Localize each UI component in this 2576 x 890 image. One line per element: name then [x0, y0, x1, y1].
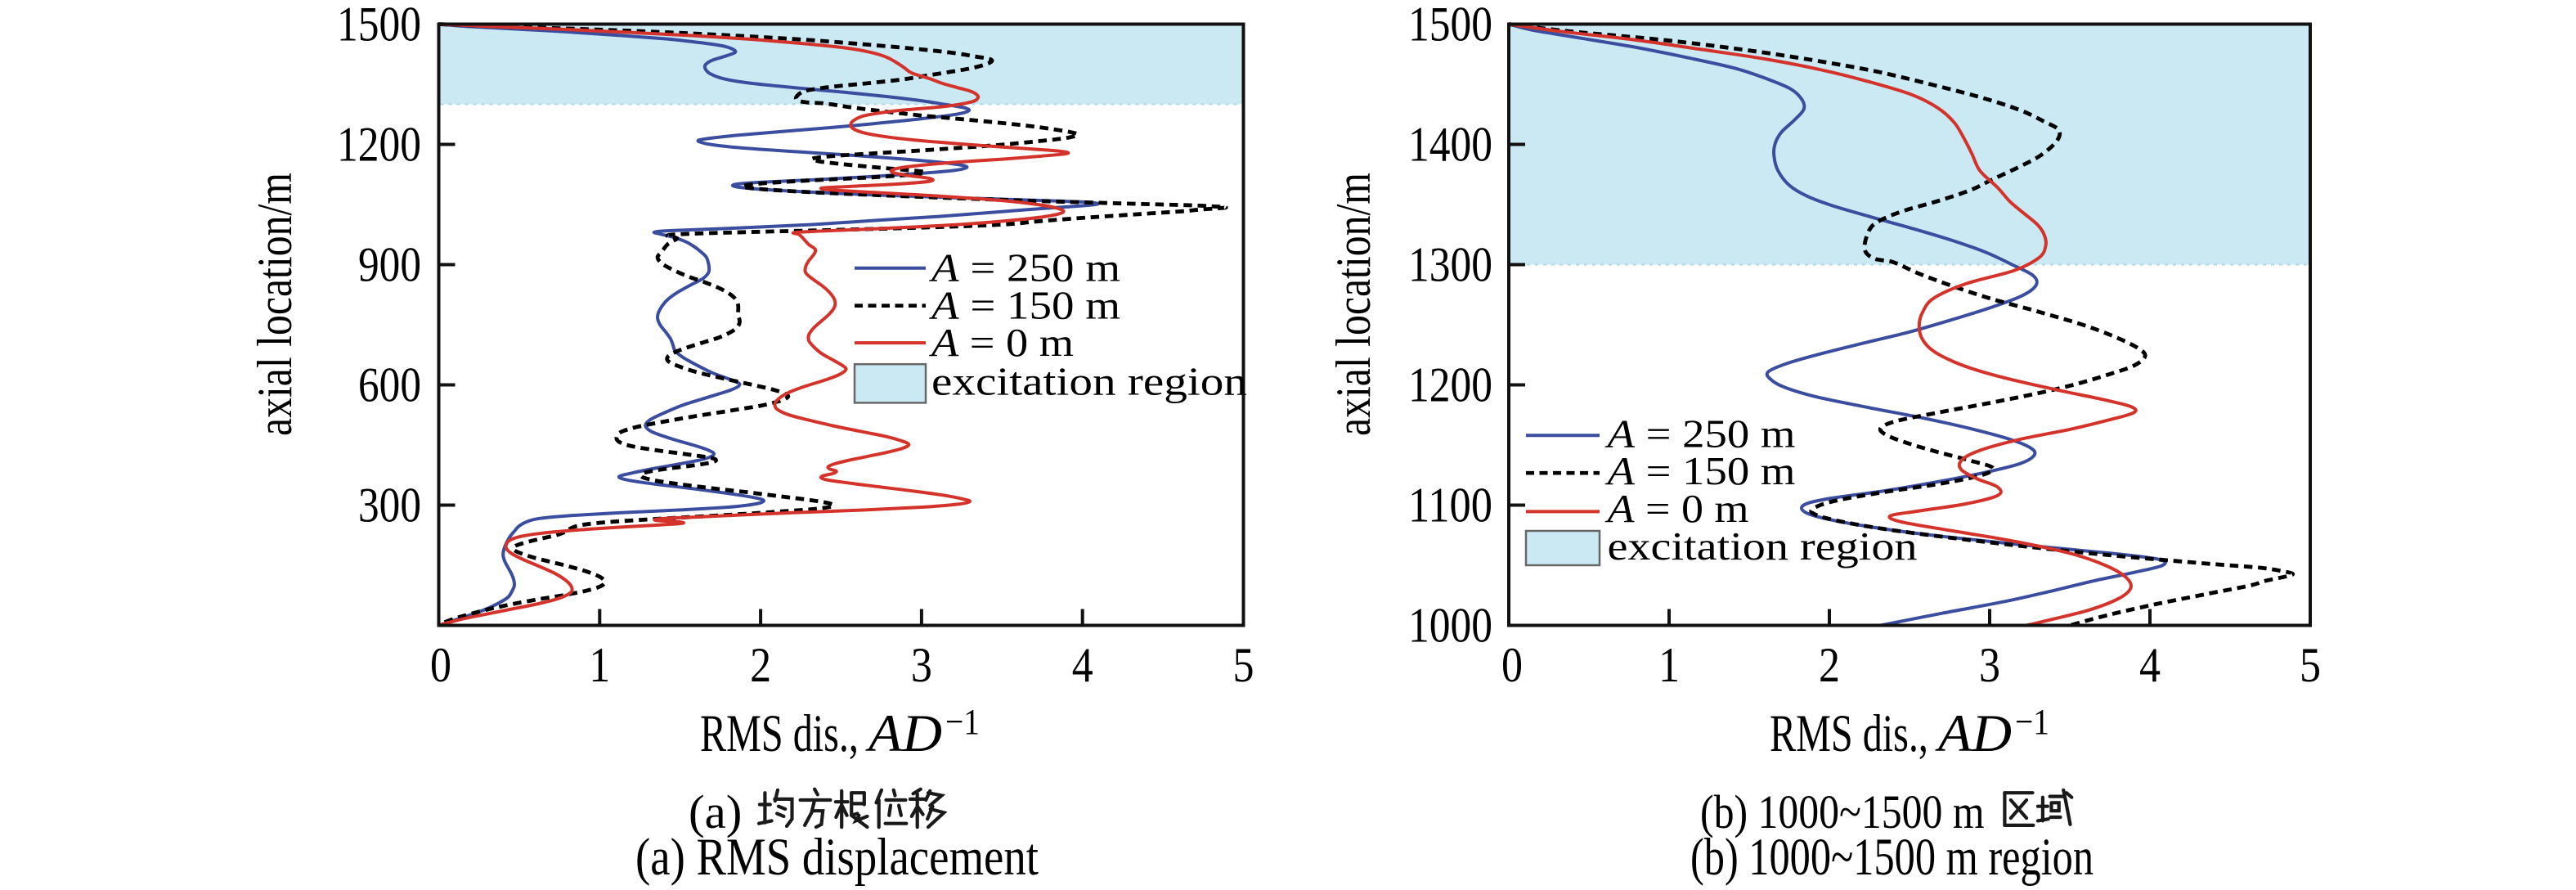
svg-text:600: 600	[358, 358, 421, 413]
svg-text:(a): (a)	[689, 785, 754, 838]
svg-text:1000: 1000	[1408, 599, 1492, 654]
svg-text:AD: AD	[864, 704, 942, 762]
svg-text:axial location/m: axial location/m	[1326, 173, 1381, 436]
svg-text:900: 900	[358, 238, 421, 293]
svg-text:4: 4	[2139, 638, 2161, 693]
svg-text:A = 0 m: A = 0 m	[1604, 486, 1749, 531]
svg-text:2: 2	[750, 638, 771, 693]
svg-text:−1: −1	[2015, 701, 2049, 741]
svg-text:1500: 1500	[1408, 0, 1492, 52]
svg-text:A = 0 m: A = 0 m	[928, 320, 1074, 365]
svg-text:RMS dis.,: RMS dis.,	[1770, 704, 1938, 762]
svg-text:4: 4	[1072, 638, 1093, 693]
svg-text:axial location/m: axial location/m	[248, 173, 303, 436]
svg-text:AD: AD	[1934, 704, 2012, 762]
svg-text:(b) 1000~1500 m region: (b) 1000~1500 m region	[1690, 828, 2094, 886]
svg-text:1500: 1500	[337, 0, 421, 52]
svg-text:3: 3	[1979, 638, 2000, 693]
svg-text:A = 150 m: A = 150 m	[928, 282, 1120, 327]
svg-text:A = 250 m: A = 250 m	[1604, 411, 1796, 456]
svg-text:RMS dis.,: RMS dis.,	[700, 704, 868, 762]
svg-text:A = 150 m: A = 150 m	[1604, 448, 1796, 493]
svg-text:3: 3	[911, 638, 932, 693]
svg-text:excitation region: excitation region	[931, 358, 1247, 403]
svg-text:−1: −1	[945, 701, 980, 741]
svg-text:5: 5	[2300, 638, 2321, 693]
svg-text:1400: 1400	[1408, 118, 1492, 173]
svg-text:5: 5	[1233, 638, 1254, 693]
svg-text:1100: 1100	[1408, 479, 1492, 533]
svg-text:300: 300	[358, 479, 421, 533]
svg-text:0: 0	[430, 638, 451, 693]
svg-text:(a) RMS displacement: (a) RMS displacement	[635, 828, 1039, 886]
svg-text:excitation region: excitation region	[1608, 524, 1918, 569]
svg-text:1300: 1300	[1408, 238, 1492, 293]
svg-text:2: 2	[1819, 638, 1840, 693]
svg-text:(b) 1000~1500 m: (b) 1000~1500 m	[1700, 785, 1995, 838]
svg-text:0: 0	[1501, 638, 1523, 693]
svg-text:1: 1	[589, 638, 610, 693]
svg-text:1200: 1200	[337, 118, 421, 173]
svg-text:A = 250 m: A = 250 m	[928, 245, 1120, 290]
svg-text:1200: 1200	[1408, 358, 1492, 413]
svg-text:1: 1	[1658, 638, 1680, 693]
